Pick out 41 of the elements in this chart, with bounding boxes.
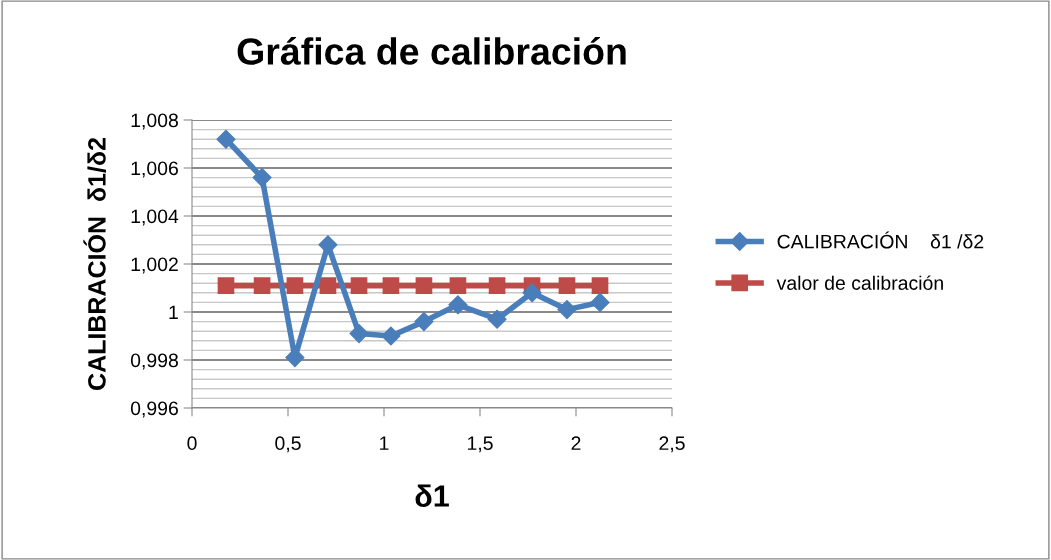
x-tick-label: 1 <box>380 436 389 450</box>
point <box>252 168 272 188</box>
point <box>449 277 467 294</box>
point <box>558 277 576 294</box>
point <box>590 292 610 312</box>
point <box>253 277 271 294</box>
y-tick-label: 1,004 <box>131 209 179 226</box>
point <box>488 277 506 294</box>
point <box>216 129 236 149</box>
y-tick-label: 1 <box>169 305 178 320</box>
legend-label: CALIBRACIÓN δ1 /δ2 <box>777 231 984 249</box>
point <box>382 277 400 294</box>
point <box>350 277 368 294</box>
x-tick-label: 0 <box>187 436 197 451</box>
y-tick-label: 0,996 <box>130 401 178 418</box>
point <box>522 283 542 303</box>
point <box>414 312 434 332</box>
point <box>349 324 369 344</box>
y-tick-label: 1,006 <box>131 161 178 178</box>
point <box>381 326 401 346</box>
x-axis-title: δ1 <box>415 484 449 507</box>
x-tick-label: 2,5 <box>659 436 685 453</box>
point <box>448 295 468 315</box>
y-tick-label: 1,008 <box>131 113 178 130</box>
y-tick-label: 1,002 <box>131 257 178 274</box>
point <box>591 277 609 294</box>
point <box>286 277 304 294</box>
point <box>487 309 507 329</box>
point <box>319 277 337 294</box>
x-tick-label: 1,5 <box>467 436 493 453</box>
point <box>557 300 577 320</box>
x-tick-label: 2 <box>571 436 581 450</box>
chart-title: Gráfica de calibración <box>237 36 626 65</box>
point <box>318 235 338 255</box>
point <box>285 348 305 368</box>
y-axis-title: CALIBRACIÓN δ1/δ2 <box>83 138 107 390</box>
point <box>217 277 235 294</box>
legend-label: valor de calibración <box>776 275 943 290</box>
y-tick-label: 0,998 <box>130 353 178 370</box>
point <box>415 277 433 294</box>
x-tick-label: 0,5 <box>275 436 301 453</box>
